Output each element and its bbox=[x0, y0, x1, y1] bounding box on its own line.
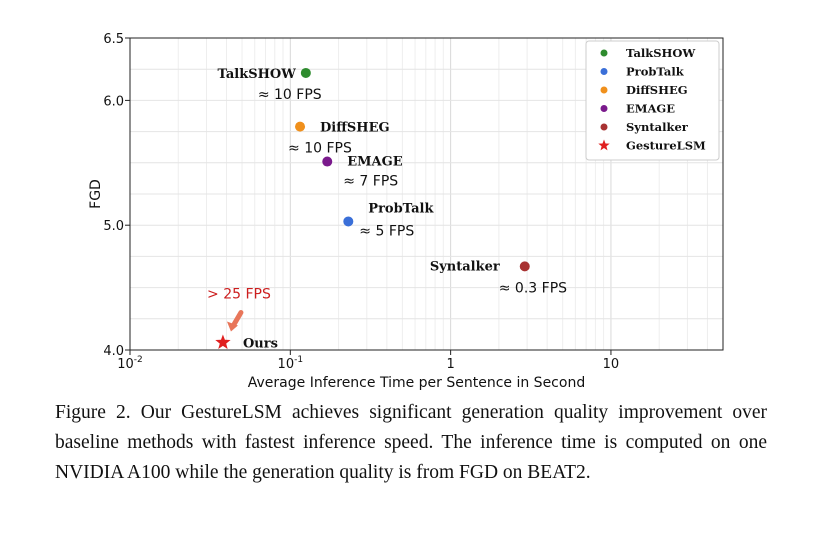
legend-entry-emage: EMAGE bbox=[626, 102, 675, 116]
y-tick-label: 6.5 bbox=[103, 32, 124, 47]
legend-box bbox=[585, 40, 720, 161]
y-tick-label: 4.0 bbox=[103, 344, 124, 359]
point-label-diffsheg: DiffSHEG bbox=[320, 121, 390, 136]
fps-label-syntalker: ≈ 0.3 FPS bbox=[499, 280, 567, 296]
fps-label-gesturelsm: > 25 FPS bbox=[207, 287, 271, 303]
point-label-gesturelsm: Ours bbox=[243, 337, 278, 352]
point-label-probtalk: ProbTalk bbox=[368, 201, 434, 216]
legend-marker-syntalker bbox=[600, 123, 608, 131]
y-tick-label: 6.0 bbox=[103, 94, 124, 109]
point-probtalk bbox=[343, 216, 354, 227]
caption-line-1: Figure 2. Our GestureLSM achieves signif… bbox=[55, 402, 609, 423]
data-points: ≈ 10 FPS TalkSHOW ≈ 5 FPS ProbTalk ≈ 10 FPS D… bbox=[207, 67, 567, 352]
fps-label-emage: ≈ 7 FPS bbox=[343, 174, 398, 190]
legend-marker-diffsheg bbox=[600, 86, 608, 94]
scatter-chart: 4.0 5.0 6.0 6.5 10-2 10-1 1 10 FGD Average Infe… bbox=[88, 32, 724, 391]
y-tick-label: 5.0 bbox=[103, 219, 124, 234]
point-gesturelsm bbox=[215, 334, 231, 349]
fps-label-talkshow: ≈ 10 FPS bbox=[258, 87, 322, 103]
plot-frame bbox=[129, 37, 724, 351]
legend-marker-talkshow bbox=[600, 49, 608, 57]
point-talkshow bbox=[300, 67, 311, 78]
arrow-head bbox=[226, 321, 238, 332]
legend-entry-talkshow: TalkSHOW bbox=[626, 46, 696, 60]
fps-label-probtalk: ≈ 5 FPS bbox=[359, 223, 414, 239]
axis-ticks: 4.0 5.0 6.0 6.5 10-2 10-1 1 10 bbox=[103, 32, 619, 372]
point-emage bbox=[322, 156, 333, 167]
figure-caption: Figure 2. Our GestureLSM achieves signif… bbox=[55, 398, 767, 488]
legend-marker-gesturelsm bbox=[598, 139, 610, 151]
legend-entry-syntalker: Syntalker bbox=[626, 120, 689, 134]
caption-line-2: improvement over baseline methods with f… bbox=[55, 402, 768, 453]
x-tick-label: 1 bbox=[446, 357, 454, 372]
legend-entry-probtalk: ProbTalk bbox=[626, 65, 685, 79]
point-syntalker bbox=[519, 261, 530, 272]
caption-line-4: generation quality is from FGD on BEAT2. bbox=[252, 462, 591, 483]
point-label-syntalker: Syntalker bbox=[430, 259, 500, 274]
point-label-talkshow: TalkSHOW bbox=[217, 67, 296, 82]
y-axis-label: FGD bbox=[88, 179, 104, 209]
x-axis-label: Average Inference Time per Sentence in S… bbox=[248, 375, 585, 391]
x-tick-label: 10-2 bbox=[117, 355, 143, 372]
legend-marker-probtalk bbox=[600, 68, 608, 75]
arrow-shaft bbox=[231, 310, 244, 328]
legend: TalkSHOW ProbTalk DiffSHEG EMAGE Syntalker Ge… bbox=[585, 40, 720, 161]
point-label-emage: EMAGE bbox=[347, 155, 402, 170]
legend-marker-emage bbox=[600, 105, 608, 112]
legend-entry-diffsheg: DiffSHEG bbox=[626, 83, 688, 97]
point-diffsheg bbox=[295, 121, 306, 132]
x-tick-label: 10-1 bbox=[278, 355, 304, 372]
fps-label-diffsheg: ≈ 10 FPS bbox=[288, 141, 352, 157]
legend-entry-gesturelsm: GestureLSM bbox=[626, 139, 706, 153]
caption-line-3: The inference time is computed on one NV… bbox=[55, 432, 767, 483]
x-tick-label: 10 bbox=[603, 357, 620, 372]
